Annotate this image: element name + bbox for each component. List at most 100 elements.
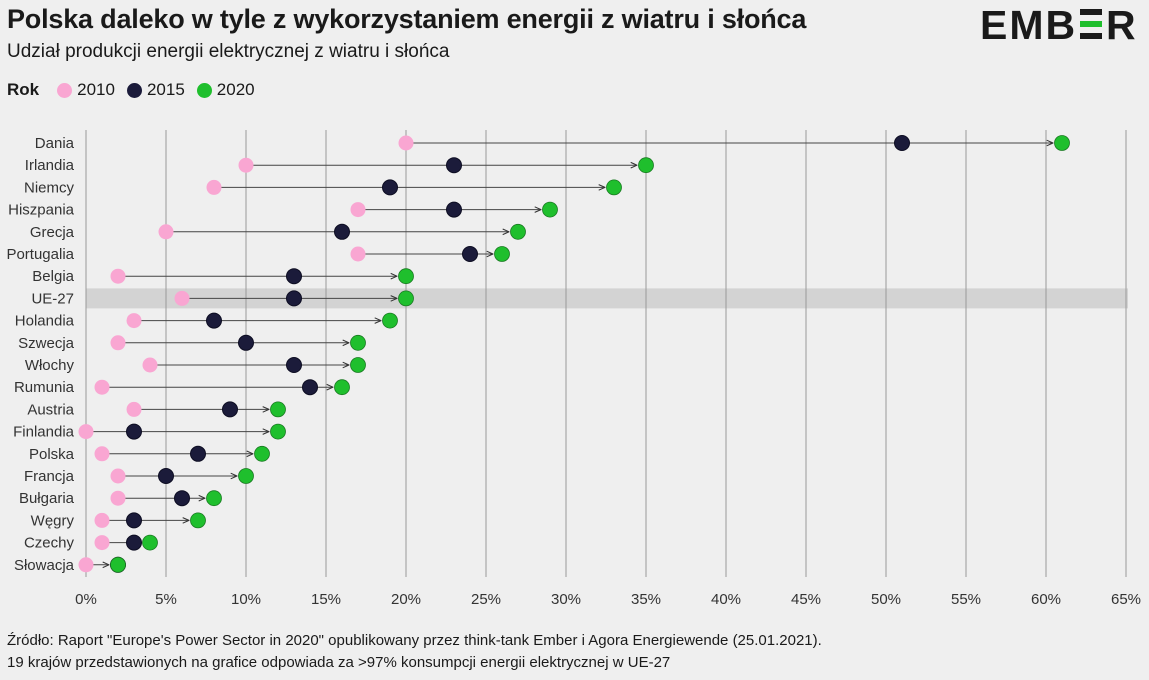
point-2015 (238, 334, 254, 351)
legend-item-2010: 2010 (57, 80, 115, 100)
x-tick-label: 65% (1111, 591, 1141, 608)
logo-accent-e (1080, 9, 1102, 39)
coverage-note: 19 krajów przedstawionych na grafice odp… (7, 654, 671, 671)
x-tick-label: 25% (471, 591, 501, 608)
point-2020 (350, 357, 366, 373)
legend-item-2020: 2020 (196, 80, 255, 100)
point-2010 (94, 512, 110, 528)
point-2015 (286, 357, 302, 373)
y-category-label: Niemcy (24, 179, 75, 196)
point-2020 (398, 268, 414, 285)
point-2015 (302, 379, 318, 396)
x-tick-label: 40% (711, 591, 741, 608)
x-tick-label: 60% (1031, 591, 1061, 608)
point-2010 (350, 202, 366, 218)
point-2010 (206, 179, 222, 195)
point-2015 (190, 445, 206, 462)
point-2020 (110, 556, 126, 573)
y-category-label: Polska (29, 446, 75, 463)
svg-text:R: R (1106, 4, 1136, 44)
point-2010 (126, 313, 142, 329)
point-2020 (206, 490, 222, 507)
legend: Rok 2010 2015 2020 (7, 80, 267, 100)
point-2015 (462, 246, 478, 262)
point-2015 (174, 490, 190, 507)
point-2015 (446, 201, 462, 218)
point-2020 (638, 157, 654, 174)
point-2010 (350, 246, 366, 262)
x-tick-label: 15% (311, 591, 341, 608)
footer: Źródło: Raport "Europe's Power Sector in… (7, 630, 822, 674)
y-category-label: Austria (27, 401, 74, 418)
point-2015 (446, 157, 462, 174)
y-category-label: Holandia (15, 313, 75, 330)
point-2010 (94, 379, 110, 395)
y-category-label: Rumunia (14, 379, 75, 396)
chart-title: Polska daleko w tyle z wykorzystaniem en… (7, 4, 807, 34)
y-category-label: Hiszpania (8, 202, 75, 219)
y-category-label: UE-27 (31, 290, 74, 307)
chart-subtitle: Udział produkcji energii elektrycznej z … (7, 41, 450, 62)
point-2010 (126, 401, 142, 417)
x-tick-label: 45% (791, 591, 821, 608)
x-tick-label: 35% (631, 591, 661, 608)
y-category-label: Dania (35, 135, 75, 152)
point-2010 (94, 535, 110, 551)
x-tick-label: 30% (551, 591, 581, 608)
point-2020 (398, 290, 414, 307)
source-note: Źródło: Raport "Europe's Power Sector in… (7, 632, 822, 649)
y-category-label: Bułgaria (19, 490, 75, 507)
point-2015 (334, 223, 350, 240)
point-2020 (1054, 135, 1070, 151)
y-category-label: Belgia (32, 268, 74, 285)
point-2020 (494, 246, 510, 262)
point-2020 (606, 179, 622, 196)
point-2015 (382, 179, 398, 196)
point-2015 (126, 534, 142, 551)
point-2015 (286, 290, 302, 307)
point-2010 (142, 357, 158, 373)
point-2010 (158, 224, 174, 240)
legend-dot-2010 (57, 82, 73, 98)
point-2010 (238, 157, 254, 173)
point-2015 (894, 135, 910, 151)
point-2015 (126, 512, 142, 529)
point-2010 (78, 557, 94, 573)
y-category-label: Włochy (25, 357, 75, 374)
legend-label-2020: 2020 (216, 80, 255, 99)
y-category-label: Węgry (31, 512, 75, 529)
legend-dot-2015 (126, 82, 142, 98)
x-tick-label: 10% (231, 591, 261, 608)
x-tick-label: 5% (155, 591, 177, 608)
highlight-row-band (86, 288, 1128, 309)
y-category-label: Finlandia (13, 424, 75, 441)
point-2020 (254, 445, 270, 462)
point-2010 (78, 424, 94, 440)
point-2015 (206, 312, 222, 329)
legend-dot-2020 (196, 82, 212, 98)
x-tick-label: 0% (75, 591, 97, 608)
point-2010 (174, 290, 190, 306)
svg-text:EMB: EMB (980, 4, 1077, 44)
point-2015 (222, 401, 238, 418)
y-category-label: Francja (24, 468, 75, 485)
y-category-label: Szwecja (18, 335, 75, 352)
point-2010 (110, 335, 126, 351)
point-2020 (334, 379, 350, 396)
legend-label-2015: 2015 (146, 80, 185, 99)
point-2020 (238, 468, 254, 484)
point-2020 (270, 401, 286, 418)
point-2010 (398, 135, 414, 151)
legend-title: Rok (7, 80, 40, 99)
legend-label-2010: 2010 (77, 80, 115, 99)
point-2020 (270, 423, 286, 440)
dumbbell-chart: 0% 5% 10% 15% 20% 25% 30% 35% 40% 45% 50% 55% 60% 65%… (6, 130, 1141, 608)
point-2020 (382, 312, 398, 329)
y-category-label: Portugalia (6, 246, 74, 263)
point-2020 (190, 512, 206, 529)
point-2015 (126, 423, 142, 440)
ember-logo: EMB R (980, 4, 1136, 44)
y-category-label: Czechy (24, 535, 75, 552)
point-2010 (94, 446, 110, 462)
point-2020 (510, 223, 526, 240)
